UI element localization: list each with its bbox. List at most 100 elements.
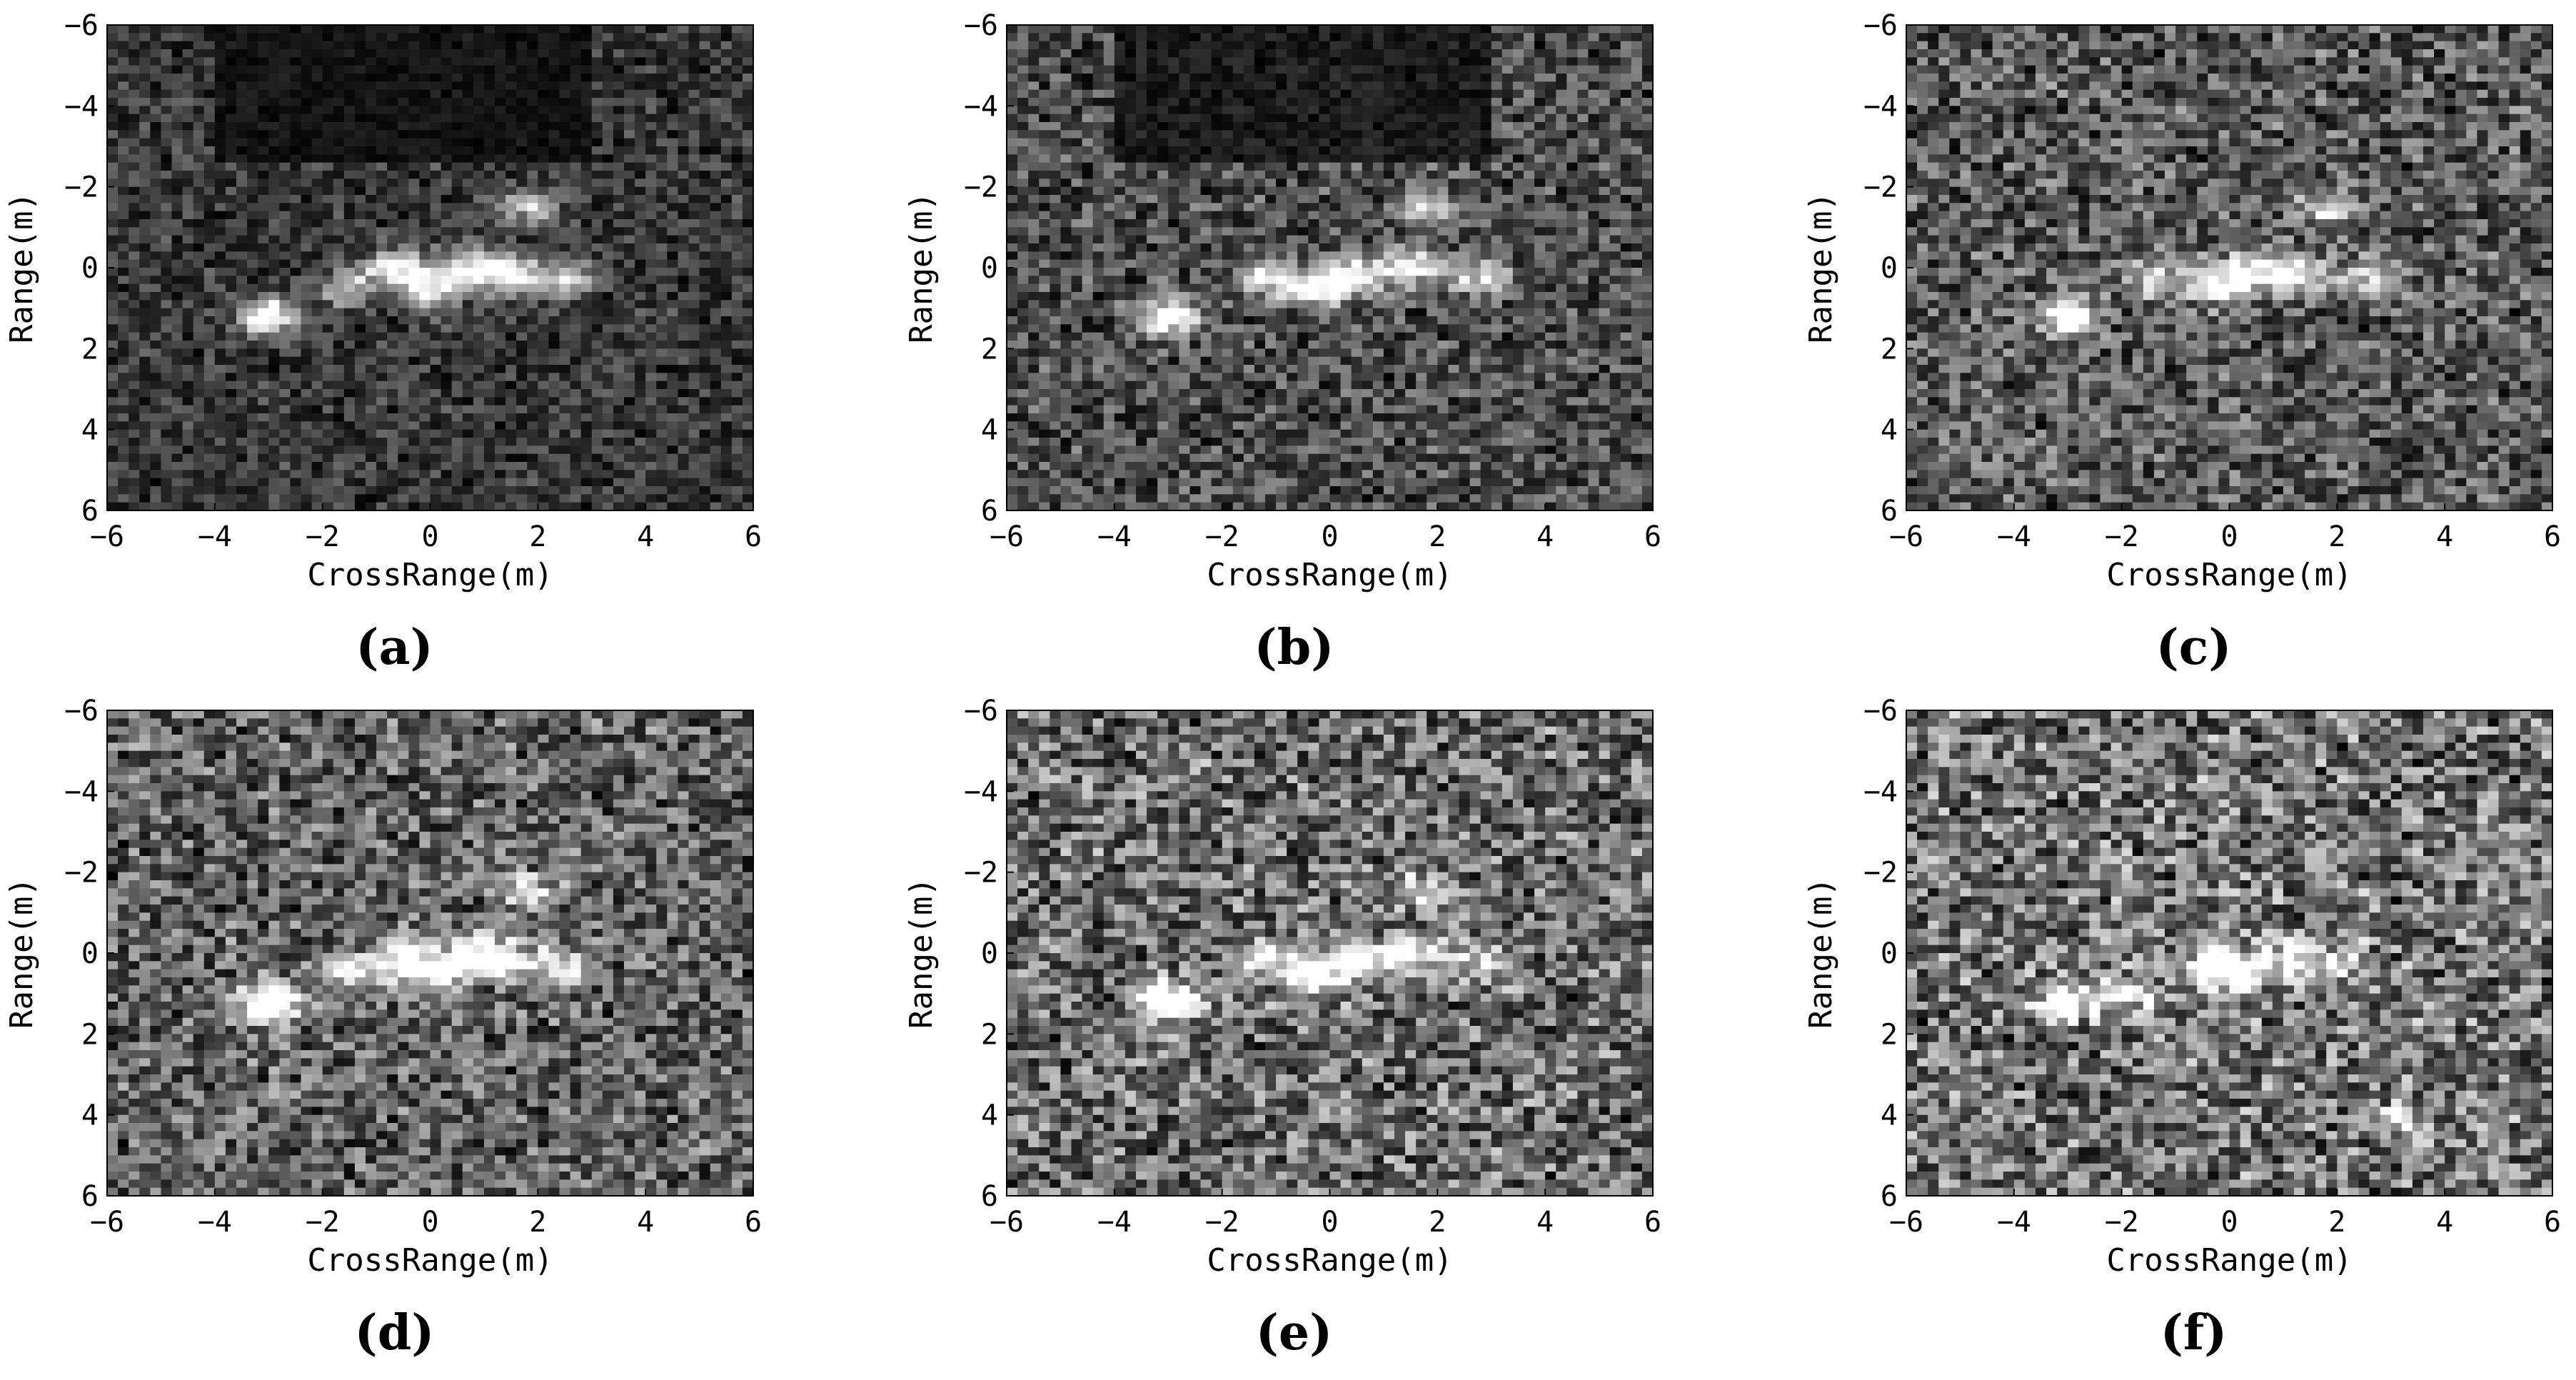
chart-panel-d: −6 −4 −2 0 2 4 6−6−4−20246CrossRange(m)Range(m… (4, 695, 762, 1361)
panel-label: (e) (1256, 1304, 1333, 1361)
y-tick-label: 6 (981, 495, 998, 528)
panel-label: (c) (2156, 619, 2232, 676)
x-tick-label: 0 (421, 520, 438, 553)
y-axis-label: Range(m) (4, 877, 40, 1029)
y-tick-label: −6 (964, 9, 998, 42)
y-tick-label: −6 (64, 695, 99, 727)
y-tick-label: 6 (1881, 1180, 1898, 1213)
y-tick-label: −6 (64, 9, 99, 42)
y-tick-label: 4 (1881, 414, 1898, 447)
x-tick-label: 0 (1321, 1206, 1338, 1239)
x-tick-label: 6 (1644, 1206, 1661, 1239)
x-tick-label: 4 (1536, 1206, 1554, 1239)
y-tick-label: 2 (981, 333, 998, 366)
x-tick-label: −4 (1097, 520, 1132, 553)
y-tick-label: 6 (981, 1180, 998, 1213)
y-tick-label: −4 (964, 90, 998, 123)
chart-panel-f: −6 −4 −2 0 2 4 6−6−4−20246CrossRange(m)Range(m… (1803, 695, 2561, 1361)
x-axis-label: CrossRange(m) (307, 557, 553, 593)
y-tick-label: 2 (81, 1018, 99, 1051)
x-tick-label: 4 (637, 1206, 654, 1239)
x-tick-label: 0 (1321, 520, 1338, 553)
x-axis-label: CrossRange(m) (1207, 557, 1452, 593)
y-tick-label: 2 (1881, 1018, 1898, 1051)
panel-label: (d) (355, 1304, 435, 1361)
x-tick-label: 6 (745, 1206, 762, 1239)
x-tick-label: −6 (1889, 520, 1923, 553)
y-tick-label: −6 (964, 695, 998, 727)
y-tick-label: 0 (981, 252, 998, 285)
y-tick-label: 4 (981, 1099, 998, 1132)
x-tick-label: 6 (1644, 520, 1661, 553)
x-tick-label: −6 (990, 1206, 1024, 1239)
y-axis-label: Range(m) (4, 192, 40, 343)
x-tick-label: −2 (2105, 1206, 2139, 1239)
x-tick-label: −4 (1997, 520, 2031, 553)
x-tick-label: −2 (2105, 520, 2139, 553)
x-axis-label: CrossRange(m) (2106, 1242, 2352, 1279)
y-tick-label: 4 (81, 1099, 99, 1132)
y-tick-label: 0 (1881, 252, 1898, 285)
panel-label: (b) (1254, 619, 1334, 676)
y-tick-label: 6 (81, 495, 99, 528)
y-tick-label: 4 (1881, 1099, 1898, 1132)
y-tick-label: 0 (81, 937, 99, 970)
x-tick-label: −4 (1097, 1206, 1132, 1239)
x-tick-label: 6 (2544, 1206, 2561, 1239)
x-tick-label: −6 (1889, 1206, 1923, 1239)
y-tick-label: −2 (964, 171, 998, 204)
y-tick-label: −4 (64, 90, 99, 123)
heatmap-image (1007, 25, 1654, 511)
x-tick-label: 4 (2436, 1206, 2453, 1239)
chart-panel-e: −6 −4 −2 0 2 4 6−6−4−20246CrossRange(m)Range(m… (903, 695, 1661, 1361)
y-tick-label: −2 (964, 857, 998, 890)
heatmap-image (1007, 710, 1654, 1197)
x-tick-label: 6 (745, 520, 762, 553)
x-tick-label: −2 (306, 520, 340, 553)
x-tick-label: 0 (2220, 1206, 2238, 1239)
x-tick-label: −2 (1205, 520, 1239, 553)
x-tick-label: −2 (306, 1206, 340, 1239)
x-tick-label: 2 (2328, 1206, 2345, 1239)
chart-panel-b: −6 −4 −2 0 2 4 6−6−4−20246CrossRange(m)Range(m… (903, 9, 1661, 676)
y-axis-label: Range(m) (1803, 192, 1839, 343)
y-tick-label: −6 (1863, 695, 1898, 727)
y-tick-label: 4 (981, 414, 998, 447)
y-tick-label: 2 (981, 1018, 998, 1051)
x-tick-label: −4 (198, 520, 232, 553)
y-tick-label: −2 (1863, 171, 1898, 204)
x-tick-label: 2 (2328, 520, 2345, 553)
y-tick-label: −4 (1863, 775, 1898, 808)
x-tick-label: 4 (1536, 520, 1554, 553)
x-tick-label: 4 (637, 520, 654, 553)
y-tick-label: 0 (981, 937, 998, 970)
y-axis-label: Range(m) (903, 192, 940, 343)
y-tick-label: −6 (1863, 9, 1898, 42)
y-tick-label: −2 (64, 857, 99, 890)
x-tick-label: −6 (90, 1206, 124, 1239)
panel-label: (f) (2160, 1304, 2228, 1361)
x-tick-label: 2 (529, 520, 546, 553)
x-tick-label: 0 (421, 1206, 438, 1239)
chart-panel-c: −6 −4 −2 0 2 4 6−6−4−20246CrossRange(m)Range(m… (1803, 9, 2561, 676)
x-axis-label: CrossRange(m) (307, 1242, 553, 1279)
x-tick-label: −4 (1997, 1206, 2031, 1239)
heatmap-image (107, 25, 754, 511)
x-tick-label: 0 (2220, 520, 2238, 553)
y-tick-label: −4 (964, 775, 998, 808)
x-tick-label: 2 (1429, 1206, 1446, 1239)
chart-panel-a: −6 −4 −2 0 2 4 6−6−4−20246CrossRange(m)Range(m… (4, 9, 762, 676)
x-tick-label: 6 (2544, 520, 2561, 553)
y-tick-label: 4 (81, 414, 99, 447)
x-tick-label: 2 (529, 1206, 546, 1239)
y-axis-label: Range(m) (1803, 877, 1839, 1029)
y-tick-label: −4 (1863, 90, 1898, 123)
y-tick-label: −2 (64, 171, 99, 204)
heatmap-image (107, 710, 754, 1197)
x-tick-label: 4 (2436, 520, 2453, 553)
x-axis-label: CrossRange(m) (1207, 1242, 1452, 1279)
y-tick-label: 6 (81, 1180, 99, 1213)
y-tick-label: 2 (81, 333, 99, 366)
x-tick-label: −6 (990, 520, 1024, 553)
